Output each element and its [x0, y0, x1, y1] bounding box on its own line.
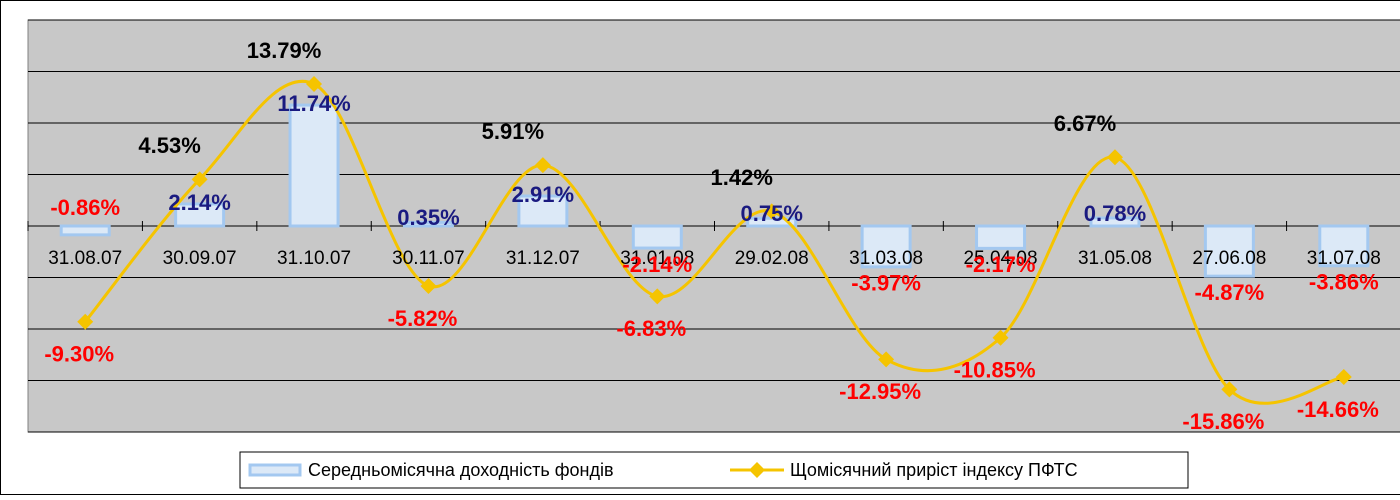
x-tick-label: 31.07.08: [1307, 248, 1381, 269]
data-label: -14.66%: [1297, 397, 1379, 422]
data-label: -4.87%: [1195, 280, 1265, 305]
bar: [61, 226, 109, 235]
data-label: -2.17%: [966, 252, 1036, 277]
x-tick-label: 31.12.07: [506, 248, 580, 269]
legend-swatch: [250, 465, 300, 475]
data-label: 0.75%: [741, 201, 803, 226]
legend-label: Середньомісячна доходність фондів: [308, 460, 614, 480]
data-label: -0.86%: [50, 195, 120, 220]
data-label: 1.42%: [711, 165, 773, 190]
data-label: 13.79%: [247, 38, 322, 63]
data-label: -9.30%: [44, 342, 114, 367]
x-tick-label: 31.08.07: [48, 248, 122, 269]
bar: [633, 226, 681, 248]
data-label: 0.78%: [1084, 201, 1146, 226]
data-label: -3.97%: [851, 271, 921, 296]
data-label: 11.74%: [277, 91, 350, 116]
legend: Середньомісячна доходність фондів Щомісяч…: [240, 452, 1188, 488]
data-label: 2.91%: [512, 182, 574, 207]
x-tick-label: 27.06.08: [1192, 248, 1266, 269]
x-tick-label: 31.10.07: [277, 248, 351, 269]
x-tick-label: 31.05.08: [1078, 248, 1152, 269]
data-label: 2.14%: [168, 190, 230, 215]
data-label: 5.91%: [482, 119, 544, 144]
data-label: -10.85%: [954, 358, 1036, 383]
bar: [977, 226, 1025, 248]
data-label: 6.67%: [1054, 111, 1116, 136]
data-label: -2.14%: [622, 252, 692, 277]
data-label: -6.83%: [616, 316, 686, 341]
bar: [290, 105, 338, 226]
data-label: 4.53%: [138, 133, 200, 158]
data-label: 0.35%: [397, 205, 459, 230]
legend-label: Щомісячний приріст індексу ПФТС: [790, 460, 1078, 480]
data-label: -15.86%: [1182, 409, 1264, 434]
data-label: -3.86%: [1309, 270, 1379, 295]
x-tick-label: 30.11.07: [392, 248, 465, 269]
x-tick-label: 30.09.07: [163, 248, 237, 269]
data-label: -12.95%: [839, 379, 921, 404]
x-tick-label: 29.02.08: [735, 248, 809, 269]
data-label: -5.82%: [388, 306, 458, 331]
x-tick-label: 31.03.08: [849, 248, 923, 269]
